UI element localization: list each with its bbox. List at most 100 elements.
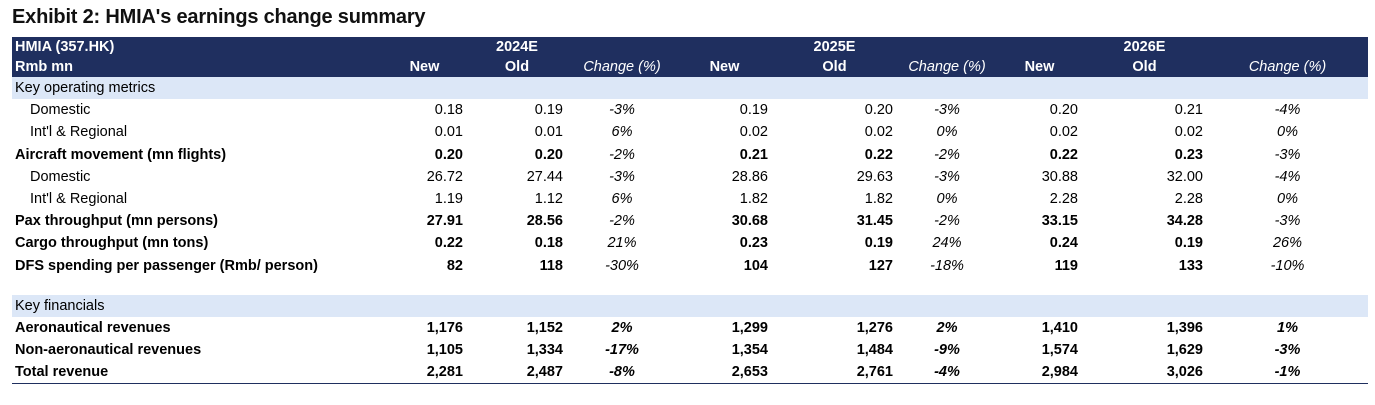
change-cell: -10% [1270, 257, 1305, 274]
change-cell: -3% [609, 102, 635, 119]
value-cell: 1,299 [731, 319, 768, 336]
year-header: 2025E [772, 37, 897, 57]
row-label: Pax throughput (mn persons) [15, 213, 218, 230]
change-cell: 2% [936, 319, 958, 336]
section-title: Key operating metrics [12, 77, 382, 100]
change-cell: -4% [1274, 168, 1301, 185]
change-cell: -3% [1274, 213, 1301, 230]
col-new: New [382, 57, 467, 77]
value-cell: 0.22 [864, 146, 893, 163]
table-row: Domestic 0.18 0.19 -3% 0.19 0.20 -3% 0.20 0.21 -4… [12, 99, 1368, 121]
row-label: Non-aeronautical revenues [15, 342, 202, 359]
value-cell: 2,761 [772, 361, 897, 385]
value-cell: 2,281 [382, 361, 467, 385]
change-cell: -2% [934, 146, 960, 163]
change-cell: -18% [930, 257, 964, 274]
value-cell: 1,176 [426, 319, 463, 336]
value-cell: 0.02 [864, 124, 893, 141]
table-row: Int'l & Regional 1.19 1.12 6% 1.82 1.82 0% 2.28… [12, 188, 1368, 210]
change-cell: -2% [934, 213, 960, 230]
value-cell: 0.20 [534, 146, 563, 163]
table-row: Non-aeronautical revenues 1,105 1,334 -17% 1… [12, 339, 1368, 361]
value-cell: 1,484 [856, 342, 893, 359]
value-cell: 0.24 [1049, 235, 1078, 252]
value-cell: 0.02 [1049, 124, 1078, 141]
col-change: Change (%) [897, 57, 997, 77]
value-cell: 0.19 [739, 102, 768, 119]
change-cell: 2% [611, 319, 633, 336]
value-cell: 0.01 [534, 124, 563, 141]
value-cell: 1,410 [1041, 319, 1078, 336]
change-cell: -17% [605, 342, 639, 359]
value-cell: 29.63 [856, 168, 893, 185]
value-cell: 0.18 [434, 102, 463, 119]
table-row: Cargo throughput (mn tons) 0.22 0.18 21% 0.2… [12, 232, 1368, 254]
value-cell: 1.12 [534, 191, 563, 208]
value-cell: 119 [1054, 257, 1078, 274]
change-cell: -3% [934, 102, 960, 119]
value-cell: 1.19 [434, 191, 463, 208]
value-cell: 127 [868, 257, 893, 274]
value-cell: 0.01 [434, 124, 463, 141]
table-row: Aircraft movement (mn flights) 0.20 0.20 -2… [12, 144, 1368, 166]
value-cell: 1,152 [526, 319, 563, 336]
earnings-summary-table: HMIA (357.HK) 2024E 2025E 2026E Rmb mn N… [12, 37, 1368, 385]
value-cell: 0.20 [1049, 102, 1078, 119]
change-cell: 21% [607, 235, 637, 252]
value-cell: 26.72 [426, 168, 463, 185]
table-row: Int'l & Regional 0.01 0.01 6% 0.02 0.02 0% 0.02… [12, 121, 1368, 143]
section-title: Key financials [12, 294, 382, 317]
change-cell: 0% [936, 191, 958, 208]
row-label: Total revenue [12, 361, 382, 385]
value-cell: 0.23 [1174, 146, 1203, 163]
value-cell: 0.23 [739, 235, 768, 252]
value-cell: 3,026 [1082, 361, 1207, 385]
col-new: New [677, 57, 772, 77]
change-cell: 26% [1272, 235, 1303, 252]
value-cell: 0.21 [1174, 102, 1203, 119]
value-cell: 104 [743, 257, 768, 274]
row-label: Domestic [30, 168, 91, 185]
row-label: Aeronautical revenues [15, 319, 171, 336]
value-cell: 133 [1178, 257, 1203, 274]
col-old: Old [1082, 57, 1207, 77]
value-cell: 2.28 [1049, 191, 1078, 208]
change-cell: -3% [1274, 146, 1301, 163]
value-cell: 27.44 [526, 168, 563, 185]
table-row: Domestic 26.72 27.44 -3% 28.86 29.63 -3% 30.88 3… [12, 166, 1368, 188]
spacer-row [12, 277, 1368, 295]
row-label: Int'l & Regional [30, 124, 128, 141]
value-cell: 0.19 [1174, 235, 1203, 252]
change-cell: 6% [611, 191, 633, 208]
value-cell: 30.68 [731, 213, 768, 230]
value-cell: 1,396 [1166, 319, 1203, 336]
value-cell: 27.91 [426, 213, 463, 230]
value-cell: 0.18 [534, 235, 563, 252]
value-cell: 1,276 [856, 319, 893, 336]
change-cell: 0% [1277, 191, 1298, 208]
value-cell: 118 [539, 257, 563, 274]
col-new: New [997, 57, 1082, 77]
exhibit-title: Exhibit 2: HMIA's earnings change summar… [12, 6, 426, 28]
table-row: Pax throughput (mn persons) 27.91 28.56 -2%… [12, 210, 1368, 232]
header-row-years: HMIA (357.HK) 2024E 2025E 2026E [12, 37, 1368, 57]
value-cell: 0.21 [739, 146, 768, 163]
table-row: Total revenue 2,281 2,487 -8% 2,653 2,761 -4% 2… [12, 361, 1368, 385]
section-header-row: Key operating metrics [12, 77, 1368, 100]
value-cell: 32.00 [1166, 168, 1203, 185]
change-cell: -30% [605, 257, 639, 274]
change-cell: -2% [609, 213, 635, 230]
col-old: Old [467, 57, 567, 77]
value-cell: 28.56 [526, 213, 563, 230]
value-cell: 0.22 [434, 235, 463, 252]
table-row: DFS spending per passenger (Rmb/ person)… [12, 255, 1368, 277]
value-cell: 1,105 [426, 342, 463, 359]
change-cell: 0% [1277, 124, 1298, 141]
value-cell: 1.82 [739, 191, 768, 208]
row-label: Cargo throughput (mn tons) [15, 235, 209, 252]
change-cell: 0% [936, 124, 958, 141]
change-cell: -9% [934, 342, 960, 359]
value-cell: 0.19 [864, 235, 893, 252]
row-label: Domestic [30, 102, 91, 119]
value-cell: 2,653 [677, 361, 772, 385]
